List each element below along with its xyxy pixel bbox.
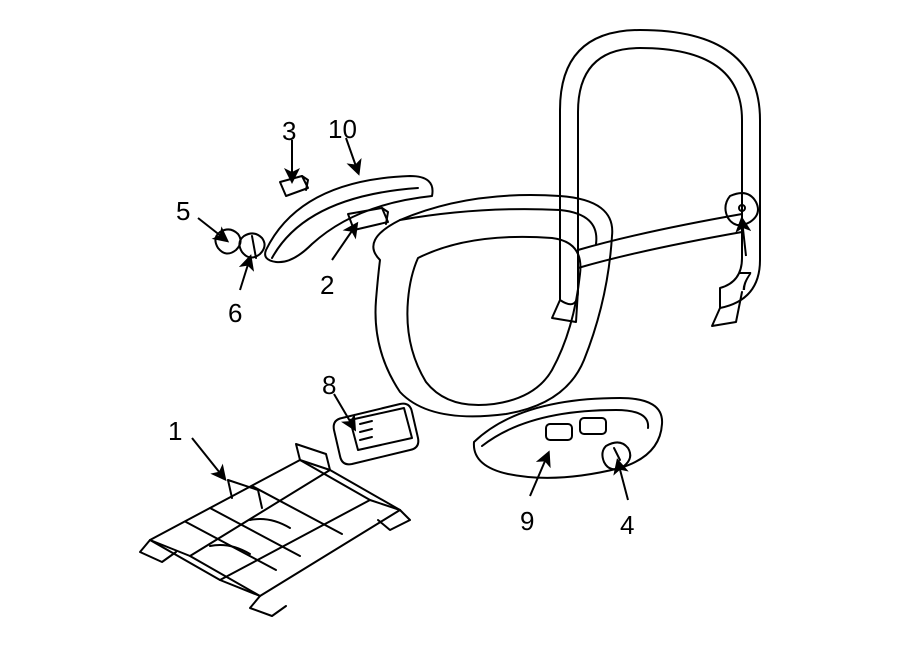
callout-arrow-8: [334, 394, 354, 428]
callout-label-5: 5: [176, 198, 190, 224]
callout-label-8: 8: [322, 372, 336, 398]
callout-arrow-2: [332, 225, 356, 260]
part-switch-module: [334, 404, 419, 465]
part-small-3: [280, 176, 308, 196]
callout-label-9: 9: [520, 508, 534, 534]
callout-arrows: [192, 138, 746, 500]
callout-label-2: 2: [320, 272, 334, 298]
callout-arrow-6: [240, 258, 250, 290]
callout-label-3: 3: [282, 118, 296, 144]
part-outer-trim: [474, 398, 662, 478]
part-knob-5: [215, 229, 240, 253]
callout-label-10: 10: [328, 116, 357, 142]
part-clip-4: [602, 442, 630, 469]
callout-label-7: 7: [738, 268, 752, 294]
parts-diagram: 1 2 3 4 5 6 7 8 9 10: [0, 0, 900, 661]
callout-label-6: 6: [228, 300, 242, 326]
callout-label-1: 1: [168, 418, 182, 444]
part-knob-6: [239, 233, 264, 258]
callout-arrow-9: [530, 454, 548, 496]
callout-arrow-5: [198, 218, 226, 240]
part-seat-track: [140, 444, 410, 616]
part-seat-back-frame: [552, 30, 760, 326]
callout-label-4: 4: [620, 512, 634, 538]
diagram-svg: [0, 0, 900, 661]
callout-arrow-1: [192, 438, 224, 478]
